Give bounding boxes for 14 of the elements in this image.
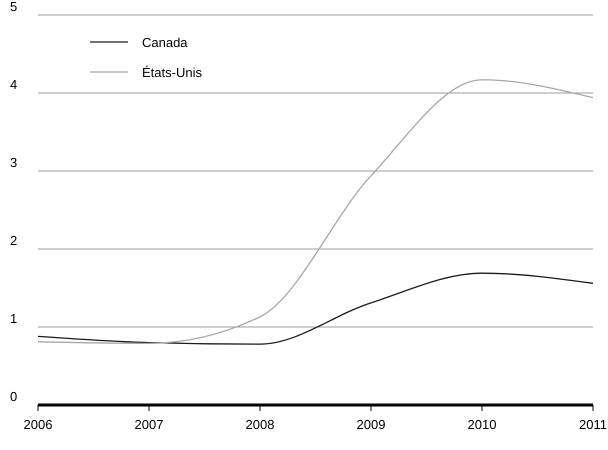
x-tick-label: 2009	[356, 417, 386, 432]
x-tick-label: 2008	[246, 417, 274, 432]
y-tick-label: 2	[10, 233, 18, 248]
x-tick-label: 2007	[134, 417, 164, 432]
y-tick-label: 5	[10, 0, 18, 14]
legend-label: États-Unis	[142, 65, 202, 80]
y-tick-label: 4	[10, 77, 18, 92]
y-tick-label: 1	[10, 311, 18, 326]
y-tick-label: 3	[10, 155, 18, 170]
legend-label: Canada	[142, 35, 188, 50]
y-tick-label: 0	[10, 389, 18, 404]
x-tick-label: 2006	[24, 417, 52, 432]
x-tick-label: 2011	[579, 417, 607, 432]
x-tick-label: 2010	[468, 417, 496, 432]
